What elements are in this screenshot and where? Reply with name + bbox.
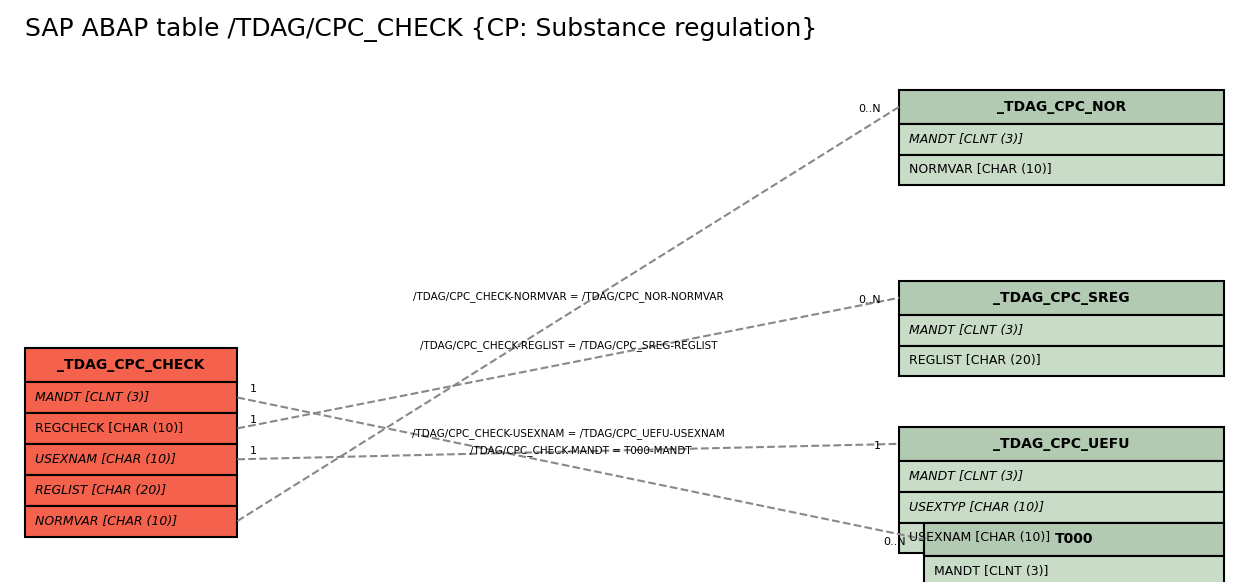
Text: 1: 1 <box>250 384 257 394</box>
Text: _TDAG_CPC_UEFU: _TDAG_CPC_UEFU <box>993 437 1130 451</box>
FancyBboxPatch shape <box>899 492 1224 523</box>
Text: /TDAG/CPC_CHECK-MANDT = T000-MANDT: /TDAG/CPC_CHECK-MANDT = T000-MANDT <box>470 445 692 456</box>
Text: 1: 1 <box>250 446 257 456</box>
FancyBboxPatch shape <box>25 413 237 444</box>
Text: 1: 1 <box>873 442 881 452</box>
FancyBboxPatch shape <box>899 154 1224 186</box>
FancyBboxPatch shape <box>899 123 1224 154</box>
Text: _TDAG_CPC_NOR: _TDAG_CPC_NOR <box>997 100 1127 113</box>
Text: _TDAG_CPC_CHECK: _TDAG_CPC_CHECK <box>57 358 205 372</box>
Text: /TDAG/CPC_CHECK-REGLIST = /TDAG/CPC_SREG-REGLIST: /TDAG/CPC_CHECK-REGLIST = /TDAG/CPC_SREG… <box>420 340 717 351</box>
Text: REGLIST [CHAR (20)]: REGLIST [CHAR (20)] <box>35 484 166 496</box>
FancyBboxPatch shape <box>25 349 237 382</box>
FancyBboxPatch shape <box>899 427 1224 461</box>
FancyBboxPatch shape <box>899 461 1224 492</box>
Text: SAP ABAP table /TDAG/CPC_CHECK {CP: Substance regulation}: SAP ABAP table /TDAG/CPC_CHECK {CP: Subs… <box>25 17 817 42</box>
Text: 0..N: 0..N <box>858 104 881 115</box>
Text: MANDT [CLNT (3)]: MANDT [CLNT (3)] <box>35 391 149 404</box>
Text: MANDT [CLNT (3)]: MANDT [CLNT (3)] <box>934 565 1049 578</box>
Text: 0..N: 0..N <box>858 296 881 306</box>
Text: NORMVAR [CHAR (10)]: NORMVAR [CHAR (10)] <box>909 164 1052 176</box>
Text: NORMVAR [CHAR (10)]: NORMVAR [CHAR (10)] <box>35 514 177 528</box>
Text: _TDAG_CPC_SREG: _TDAG_CPC_SREG <box>993 291 1130 305</box>
Text: USEXNAM [CHAR (10)]: USEXNAM [CHAR (10)] <box>35 453 176 466</box>
Text: REGCHECK [CHAR (10)]: REGCHECK [CHAR (10)] <box>35 422 184 435</box>
FancyBboxPatch shape <box>924 523 1224 556</box>
FancyBboxPatch shape <box>25 444 237 475</box>
Text: /TDAG/CPC_CHECK-NORMVAR = /TDAG/CPC_NOR-NORMVAR: /TDAG/CPC_CHECK-NORMVAR = /TDAG/CPC_NOR-… <box>413 290 723 301</box>
FancyBboxPatch shape <box>924 556 1224 582</box>
Text: MANDT [CLNT (3)]: MANDT [CLNT (3)] <box>909 324 1023 336</box>
Text: REGLIST [CHAR (20)]: REGLIST [CHAR (20)] <box>909 354 1040 367</box>
Text: 1: 1 <box>250 415 257 425</box>
FancyBboxPatch shape <box>899 346 1224 377</box>
FancyBboxPatch shape <box>25 506 237 537</box>
FancyBboxPatch shape <box>25 475 237 506</box>
FancyBboxPatch shape <box>899 315 1224 346</box>
FancyBboxPatch shape <box>899 90 1224 123</box>
Text: USEXTYP [CHAR (10)]: USEXTYP [CHAR (10)] <box>909 501 1044 513</box>
Text: MANDT [CLNT (3)]: MANDT [CLNT (3)] <box>909 470 1023 482</box>
Text: USEXNAM [CHAR (10)]: USEXNAM [CHAR (10)] <box>909 531 1050 544</box>
Text: /TDAG/CPC_CHECK-USEXNAM = /TDAG/CPC_UEFU-USEXNAM: /TDAG/CPC_CHECK-USEXNAM = /TDAG/CPC_UEFU… <box>412 428 724 439</box>
FancyBboxPatch shape <box>25 382 237 413</box>
Text: MANDT [CLNT (3)]: MANDT [CLNT (3)] <box>909 133 1023 146</box>
Text: 0..N: 0..N <box>883 537 906 547</box>
Text: T000: T000 <box>1055 533 1093 546</box>
FancyBboxPatch shape <box>899 523 1224 553</box>
FancyBboxPatch shape <box>899 281 1224 315</box>
